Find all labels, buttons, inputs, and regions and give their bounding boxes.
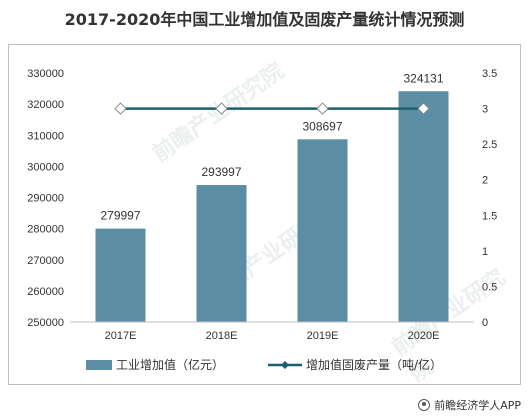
line-point	[215, 102, 228, 115]
bar	[95, 228, 146, 322]
legend-label-bar: 工业增加值（亿元）	[116, 357, 224, 372]
right-tick-label: 1.5	[482, 210, 497, 222]
data-label: 308697	[302, 119, 342, 133]
right-tick-label: 0	[482, 317, 488, 329]
bar	[297, 139, 348, 322]
left-tick-label: 330000	[27, 68, 64, 80]
data-label: 324131	[403, 71, 443, 85]
bar	[196, 185, 247, 322]
chart-title: 2017-2020年中国工业增加值及固废产量统计情况预测	[64, 10, 465, 29]
x-tick-label: 2019E	[307, 330, 339, 342]
x-tick-label: 2018E	[206, 330, 238, 342]
bar-series	[95, 91, 449, 322]
brand-logo-icon	[418, 399, 431, 411]
data-label: 293997	[201, 165, 241, 179]
right-axis-ticks: 0 0.5 1 1.5 2 2.5 3 3.5	[482, 68, 497, 329]
left-tick-label: 290000	[27, 193, 64, 205]
line-point	[417, 102, 430, 115]
left-tick-label: 250000	[27, 317, 64, 329]
right-tick-label: 3	[482, 104, 488, 116]
left-tick-label: 260000	[27, 286, 64, 298]
line-series	[114, 102, 430, 115]
line-point	[114, 102, 127, 115]
x-tick-label: 2017E	[105, 330, 137, 342]
credit: 前瞻经济学人APP	[418, 397, 521, 413]
left-tick-label: 310000	[27, 130, 64, 142]
data-labels: 279997 293997 308697 324131	[100, 71, 443, 222]
left-tick-label: 300000	[27, 161, 64, 173]
legend-swatch-bar	[86, 360, 112, 370]
left-tick-label: 280000	[27, 224, 64, 236]
legend: 工业增加值（亿元） 增加值固废产量（吨/亿）	[86, 357, 442, 372]
x-axis-ticks: 2017E 2018E 2019E 2020E	[70, 321, 474, 342]
x-tick-label: 2020E	[408, 330, 440, 342]
right-tick-label: 3.5	[482, 68, 497, 80]
bar	[398, 91, 449, 322]
credit-text: 前瞻经济学人APP	[434, 399, 521, 412]
right-tick-label: 0.5	[482, 281, 497, 293]
right-tick-label: 2	[482, 175, 488, 187]
right-tick-label: 1	[482, 246, 488, 258]
line-point	[316, 102, 329, 115]
legend-label-line: 增加值固废产量（吨/亿）	[306, 357, 442, 372]
left-tick-label: 270000	[27, 255, 64, 267]
right-tick-label: 2.5	[482, 139, 497, 151]
left-axis-ticks: 250000 260000 270000 280000 290000 300000 3100…	[27, 68, 64, 329]
data-label: 279997	[100, 209, 140, 223]
left-tick-label: 320000	[27, 99, 64, 111]
legend-marker-line	[281, 361, 289, 369]
